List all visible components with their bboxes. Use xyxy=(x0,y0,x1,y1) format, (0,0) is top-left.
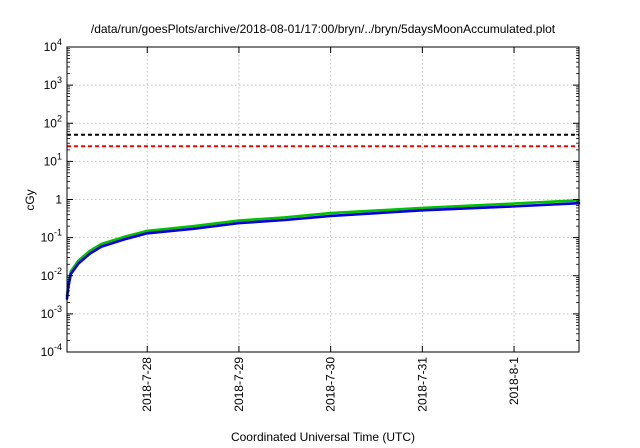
reference-lines xyxy=(67,133,579,148)
grid xyxy=(67,47,579,352)
y-tick-label: 1 xyxy=(55,193,62,207)
x-tick-label: 2018-7-30 xyxy=(324,357,338,412)
y-tick-labels: 10-4 10-3 10-2 10-1 1 101 102 103 104 xyxy=(41,37,63,359)
y-tick-label: 10-1 xyxy=(41,228,62,245)
series-line-2 xyxy=(65,201,581,301)
y-tick-label: 102 xyxy=(44,113,62,130)
y-axis-label: cGy xyxy=(23,189,37,210)
x-tick-labels: 2018-7-28 2018-7-29 2018-7-30 2018-7-31 2018… xyxy=(140,357,521,412)
y-tick-label: 10-4 xyxy=(41,342,62,359)
y-tick-label: 10-3 xyxy=(41,304,62,321)
ticks xyxy=(67,46,579,353)
x-tick-label: 2018-7-31 xyxy=(415,357,429,412)
y-tick-label: 104 xyxy=(44,37,62,54)
chart-title: /data/run/goesPlots/archive/2018-08-01/1… xyxy=(91,22,556,36)
y-tick-label: 10-2 xyxy=(41,266,62,283)
series-group xyxy=(65,199,581,301)
series-line-1 xyxy=(65,199,581,297)
y-tick-label: 101 xyxy=(44,151,62,168)
x-axis-label: Coordinated Universal Time (UTC) xyxy=(231,430,415,444)
y-tick-label: 103 xyxy=(44,75,62,92)
x-tick-label: 2018-7-28 xyxy=(140,357,154,412)
x-tick-label: 2018-7-29 xyxy=(232,357,246,412)
x-tick-label: 2018-8-1 xyxy=(507,357,521,405)
